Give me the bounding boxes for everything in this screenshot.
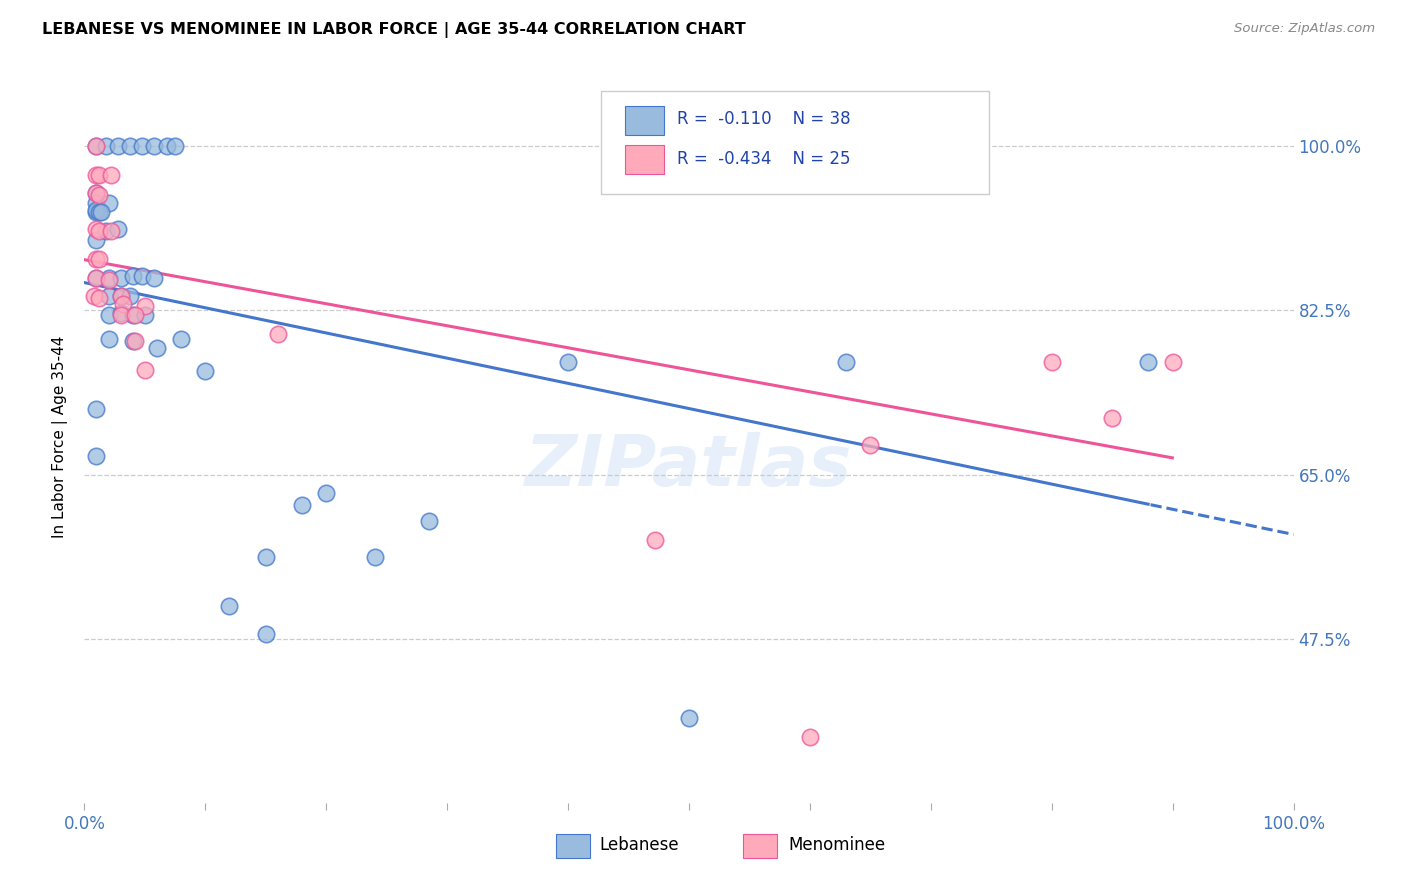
Point <box>291 498 314 512</box>
Point <box>87 168 110 182</box>
Point <box>644 533 666 548</box>
Point <box>254 550 277 565</box>
Point <box>165 139 187 153</box>
Point <box>418 515 440 529</box>
Point <box>87 205 110 219</box>
Point <box>1040 355 1063 369</box>
Point <box>121 308 143 322</box>
Point <box>143 270 166 285</box>
Point <box>86 449 108 463</box>
Bar <box>744 833 778 858</box>
Point <box>86 270 108 285</box>
Point <box>120 139 142 153</box>
Point <box>86 233 108 247</box>
Point <box>107 139 129 153</box>
Point <box>112 297 135 311</box>
Point <box>97 332 120 346</box>
Point <box>100 224 122 238</box>
Point <box>86 222 108 236</box>
Point <box>86 270 108 285</box>
Text: R =  -0.434    N = 25: R = -0.434 N = 25 <box>676 150 851 168</box>
Point <box>121 334 143 349</box>
Text: Source: ZipAtlas.com: Source: ZipAtlas.com <box>1234 22 1375 36</box>
Point <box>86 186 108 201</box>
Point <box>86 139 108 153</box>
Point <box>86 203 108 218</box>
Point <box>97 195 120 210</box>
Point <box>120 289 142 303</box>
Bar <box>624 106 664 135</box>
Point <box>87 291 110 305</box>
Point <box>131 268 153 283</box>
Bar <box>555 833 589 858</box>
Point <box>110 289 132 303</box>
Point <box>1101 411 1123 425</box>
Bar <box>624 145 664 174</box>
Point <box>86 186 108 201</box>
Point <box>1137 355 1160 369</box>
Point <box>846 139 869 153</box>
Point <box>134 308 156 322</box>
Point <box>896 139 918 153</box>
Point <box>100 168 122 182</box>
Point <box>110 308 132 322</box>
Point <box>835 355 858 369</box>
Point <box>143 139 166 153</box>
Point <box>134 362 156 376</box>
Point <box>678 711 700 725</box>
Point <box>121 268 143 283</box>
Point <box>363 550 385 565</box>
FancyBboxPatch shape <box>600 91 988 194</box>
Point <box>86 195 108 210</box>
Point <box>97 270 120 285</box>
Point <box>267 326 290 341</box>
Point <box>254 627 277 641</box>
Point <box>146 341 169 355</box>
Point <box>86 139 108 153</box>
Point <box>1161 355 1184 369</box>
Point <box>859 437 882 451</box>
Point <box>86 252 108 266</box>
Point <box>87 252 110 266</box>
Point <box>124 308 146 322</box>
Point <box>94 224 117 238</box>
Point <box>97 289 120 303</box>
Point <box>83 289 105 303</box>
Text: LEBANESE VS MENOMINEE IN LABOR FORCE | AGE 35-44 CORRELATION CHART: LEBANESE VS MENOMINEE IN LABOR FORCE | A… <box>42 22 747 38</box>
Point <box>97 308 120 322</box>
Text: Menominee: Menominee <box>789 836 886 854</box>
Point <box>86 401 108 416</box>
Point <box>155 139 177 153</box>
Point <box>131 139 153 153</box>
Point <box>86 168 108 182</box>
Point <box>97 272 120 286</box>
Point <box>134 299 156 313</box>
Point <box>110 270 132 285</box>
Y-axis label: In Labor Force | Age 35-44: In Labor Force | Age 35-44 <box>52 336 69 538</box>
Point <box>557 355 579 369</box>
Point <box>94 139 117 153</box>
Point <box>90 205 112 219</box>
Point <box>110 289 132 303</box>
Point <box>218 599 240 613</box>
Point <box>87 224 110 238</box>
Point <box>107 222 129 236</box>
Point <box>170 332 193 346</box>
Point <box>194 364 217 378</box>
Point <box>124 334 146 349</box>
Text: R =  -0.110    N = 38: R = -0.110 N = 38 <box>676 110 851 128</box>
Point <box>315 486 337 500</box>
Point <box>110 306 132 320</box>
Text: Lebanese: Lebanese <box>599 836 679 854</box>
Text: ZIPatlas: ZIPatlas <box>526 432 852 500</box>
Point <box>799 730 821 744</box>
Point <box>87 188 110 202</box>
Point <box>86 205 108 219</box>
